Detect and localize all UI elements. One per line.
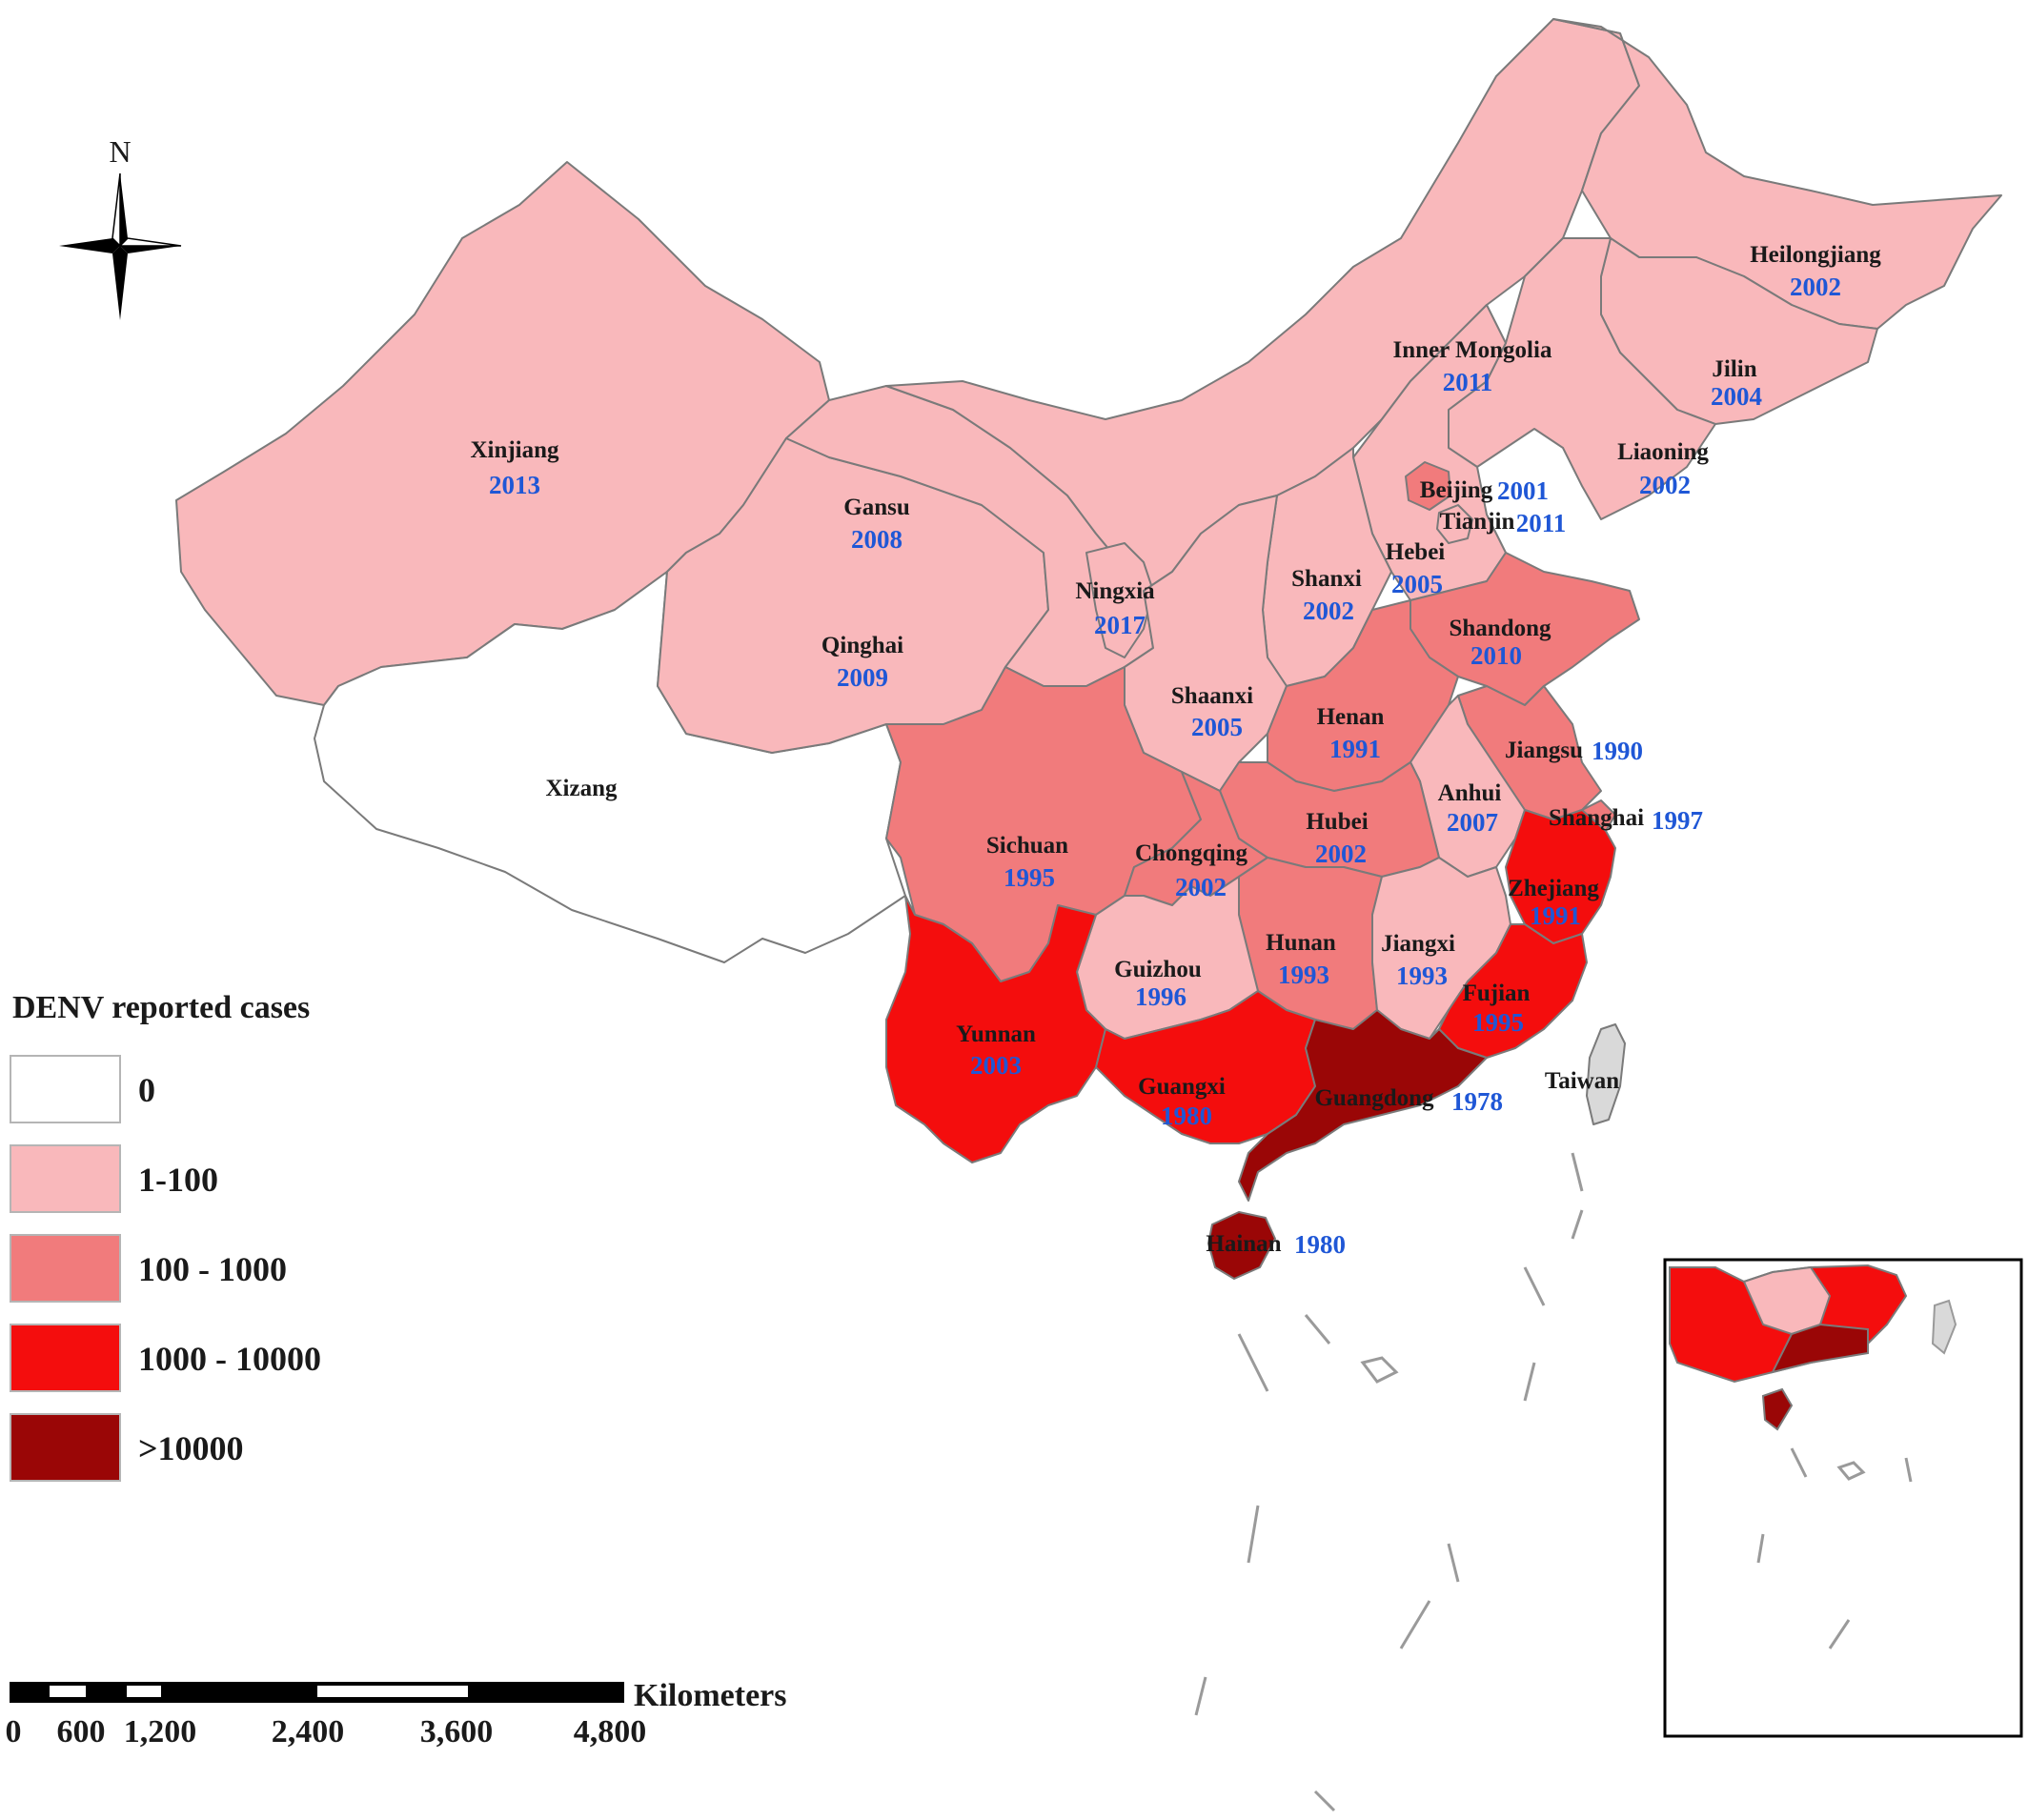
label-hainan: Hainan (1206, 1231, 1281, 1257)
year-ningxia: 2017 (1094, 611, 1146, 639)
legend-swatch (10, 1144, 121, 1213)
label-henan: Henan (1317, 704, 1385, 730)
label-sichuan: Sichuan (986, 833, 1068, 859)
year-xinjiang: 2013 (489, 471, 540, 499)
legend-swatch (10, 1324, 121, 1392)
label-jilin: Jilin (1712, 356, 1756, 382)
scale-tick-label: 3,600 (420, 1714, 494, 1749)
legend-swatch (10, 1413, 121, 1482)
year-guangdong: 1978 (1451, 1087, 1503, 1116)
legend-label: 100 - 1000 (138, 1250, 287, 1288)
scale-tick-label: 600 (57, 1714, 106, 1749)
scale-bar: Kilometers 0 600 1,200 2,400 3,600 4,800 (6, 1678, 787, 1749)
label-chongqing: Chongqing (1135, 840, 1248, 866)
label-inner-mongolia: Inner Mongolia (1393, 337, 1552, 363)
year-jiangsu: 1990 (1592, 737, 1643, 765)
scale-tick-label: 4,800 (574, 1714, 647, 1749)
region-hainan (1207, 1211, 1276, 1280)
legend-label: 0 (138, 1071, 155, 1109)
year-fujian: 1995 (1472, 1008, 1524, 1037)
label-beijing: Beijing (1420, 477, 1493, 503)
label-shaanxi: Shaanxi (1171, 683, 1253, 709)
label-gansu: Gansu (843, 495, 910, 520)
legend-swatch (10, 1234, 121, 1303)
year-chongqing: 2002 (1175, 873, 1227, 901)
year-yunnan: 2003 (970, 1051, 1022, 1080)
region-ningxia (1085, 542, 1154, 658)
year-henan: 1991 (1329, 735, 1381, 763)
year-liaoning: 2002 (1639, 471, 1691, 499)
year-zhejiang: 1991 (1530, 901, 1581, 930)
label-hubei: Hubei (1306, 809, 1368, 835)
scale-unit: Kilometers (634, 1678, 787, 1713)
south-sea-inset (1663, 1258, 2023, 1738)
year-hainan: 1980 (1294, 1230, 1346, 1259)
legend-swatch (10, 1055, 121, 1123)
region-heilongjiang (1552, 18, 2002, 330)
year-shandong: 2010 (1470, 641, 1522, 670)
year-qinghai: 2009 (837, 663, 888, 692)
year-shaanxi: 2005 (1191, 713, 1243, 741)
region-taiwan (1586, 1023, 1626, 1125)
year-shanghai: 1997 (1652, 806, 1703, 835)
year-guizhou: 1996 (1135, 982, 1186, 1011)
scale-tick-label: 2,400 (272, 1714, 345, 1749)
year-hebei: 2005 (1391, 570, 1443, 598)
label-guangdong: Guangdong (1314, 1085, 1434, 1111)
scale-tick-label: 1,200 (124, 1714, 197, 1749)
label-tianjin: Tianjin (1440, 509, 1515, 535)
south-sea-islands (1194, 1152, 1584, 1812)
label-fujian: Fujian (1463, 981, 1531, 1006)
scale-tick-label: 0 (6, 1714, 22, 1749)
region-fujian (1438, 923, 1588, 1059)
year-jiangxi: 1993 (1396, 961, 1448, 990)
region-zhejiang (1505, 809, 1616, 944)
region-beijing (1405, 461, 1451, 511)
label-taiwan: Taiwan (1545, 1068, 1619, 1094)
label-qinghai: Qinghai (821, 633, 903, 658)
label-shanxi: Shanxi (1291, 566, 1362, 592)
year-hubei: 2002 (1315, 839, 1367, 868)
year-heilongjiang: 2002 (1790, 273, 1841, 301)
year-tianjin: 2011 (1516, 509, 1567, 537)
province-labels: Xinjiang 2013 Gansu 2008 Qinghai 2009 Xizang In… (470, 242, 1881, 1259)
region-tianjin (1436, 504, 1473, 544)
label-xinjiang: Xinjiang (470, 437, 559, 463)
label-xizang: Xizang (546, 776, 619, 801)
year-anhui: 2007 (1447, 808, 1498, 837)
label-heilongjiang: Heilongjiang (1750, 242, 1881, 268)
region-guangdong (1238, 1009, 1488, 1202)
label-hebei: Hebei (1386, 539, 1446, 565)
province-layer (175, 18, 2002, 1280)
label-guizhou: Guizhou (1114, 957, 1202, 982)
label-yunnan: Yunnan (956, 1021, 1036, 1047)
label-ningxia: Ningxia (1075, 578, 1155, 604)
legend-label: 1000 - 10000 (138, 1340, 321, 1378)
year-hunan: 1993 (1278, 961, 1329, 989)
year-guangxi: 1980 (1161, 1102, 1212, 1130)
year-inner-mongolia: 2011 (1443, 368, 1493, 396)
label-jiangxi: Jiangxi (1381, 931, 1455, 957)
label-anhui: Anhui (1438, 780, 1502, 806)
legend: DENV reported cases 0 1-100 100 - 1000 1000… (10, 990, 321, 1482)
year-jilin: 2004 (1711, 382, 1762, 411)
label-guangxi: Guangxi (1138, 1074, 1226, 1100)
label-hunan: Hunan (1266, 930, 1336, 956)
label-jiangsu: Jiangsu (1505, 738, 1583, 763)
year-sichuan: 1995 (1004, 863, 1055, 892)
label-liaoning: Liaoning (1617, 439, 1709, 465)
label-zhejiang: Zhejiang (1508, 876, 1599, 901)
north-label: N (109, 134, 131, 169)
year-beijing: 2001 (1497, 476, 1549, 505)
year-shanxi: 2002 (1303, 597, 1354, 625)
label-shanghai: Shanghai (1549, 805, 1644, 831)
north-arrow: N (59, 134, 182, 320)
label-shandong: Shandong (1449, 616, 1551, 641)
year-gansu: 2008 (851, 525, 902, 554)
legend-title: DENV reported cases (12, 990, 310, 1025)
legend-label: 1-100 (138, 1161, 218, 1199)
legend-label: >10000 (138, 1429, 244, 1467)
